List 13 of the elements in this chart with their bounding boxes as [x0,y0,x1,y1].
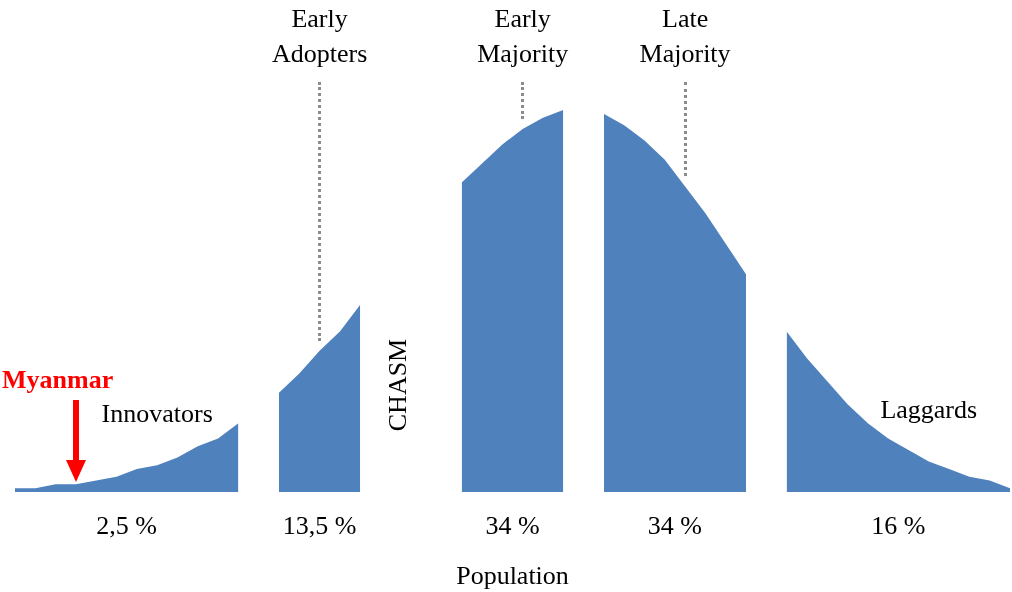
annotation: CHASM [382,338,412,432]
text: 16 % [871,510,926,540]
text: Early Adopters [271,3,368,68]
series-label: Early Majority [477,3,569,68]
text: Late Majority [639,3,731,68]
text: 34 % [485,510,540,540]
text: 34 % [647,510,703,540]
text: 13,5 % [282,510,357,540]
series-label: Innovators [101,399,213,429]
text: 2,5 % [96,510,158,540]
x-axis-title: Population [456,560,569,590]
series-label: Laggards [880,395,978,425]
annotation: Myanmar [2,364,114,394]
